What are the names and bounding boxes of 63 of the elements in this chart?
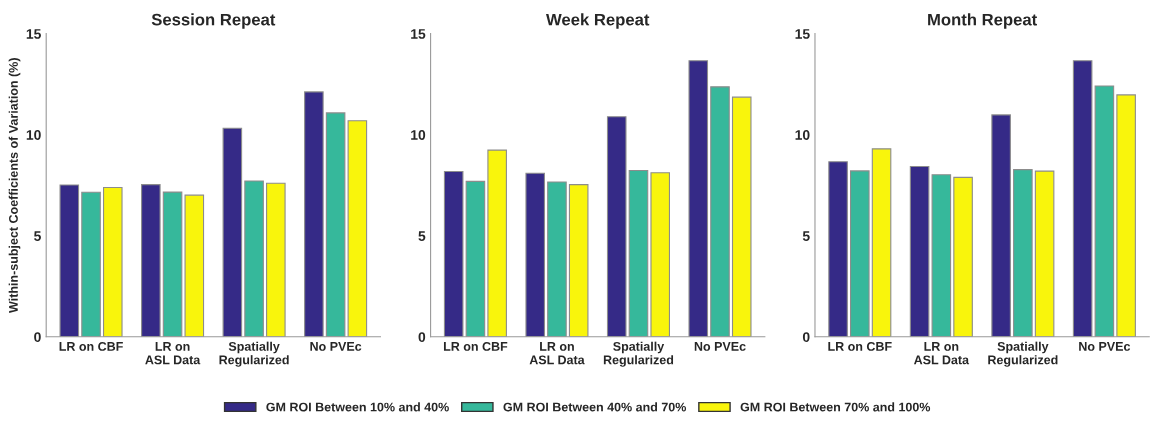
bar	[162, 191, 183, 337]
bar	[304, 91, 324, 337]
bar	[650, 172, 671, 337]
y-tick-label: 5	[418, 231, 426, 241]
chart-title: Week Repeat	[546, 13, 650, 29]
y-tick-label: 5	[802, 231, 810, 241]
bar	[102, 186, 123, 337]
x-tick-label: No PVEc	[1079, 342, 1131, 351]
legend-label: GM ROI Between 10% and 40%	[266, 402, 449, 412]
bar	[465, 180, 486, 337]
bar	[953, 176, 973, 337]
bar	[931, 174, 952, 337]
y-tick-label: 0	[418, 332, 426, 342]
bar	[1013, 169, 1033, 337]
y-tick-label: 10	[26, 130, 41, 140]
x-tick-label: Spatially Regularized	[988, 341, 1058, 367]
y-tick-label: 0	[34, 332, 41, 342]
bar	[222, 127, 243, 337]
y-tick-label: 15	[26, 29, 41, 39]
y-tick-label: 0	[802, 332, 810, 342]
x-tick-label: LR on ASL Data	[145, 342, 201, 365]
bar	[1116, 94, 1136, 337]
bar	[991, 114, 1011, 337]
y-tick-label: 15	[795, 29, 810, 39]
bar	[688, 60, 709, 337]
bar	[850, 170, 870, 337]
legend-label: GM ROI Between 70% and 100%	[740, 402, 931, 412]
bar	[1034, 170, 1055, 337]
bar	[731, 96, 752, 337]
x-tick-label: LR on CBF	[443, 341, 508, 351]
y-tick-label: 10	[411, 130, 426, 140]
bar	[59, 184, 80, 337]
bar	[487, 149, 507, 337]
x-tick-label: Spatially Regularized	[603, 341, 674, 367]
y-tick-label: 5	[34, 231, 41, 241]
bar	[606, 116, 627, 337]
bar	[909, 165, 930, 337]
bar	[628, 169, 649, 337]
x-tick-label: Spatially Regularized	[219, 341, 289, 367]
x-tick-label: LR on ASL Data	[529, 342, 585, 365]
y-tick-label: 10	[795, 130, 810, 140]
bar	[443, 170, 464, 337]
x-tick-label: No PVEc	[310, 342, 362, 351]
y-tick-label: 15	[411, 29, 426, 39]
x-tick-label: LR on CBF	[828, 341, 892, 351]
bar	[81, 191, 101, 337]
bar	[547, 181, 567, 337]
legend-label: GM ROI Between 40% and 70%	[503, 402, 687, 412]
bar	[184, 194, 205, 337]
bar	[568, 184, 589, 337]
bar	[871, 148, 892, 337]
bar	[828, 161, 848, 337]
bar	[244, 180, 264, 337]
x-tick-label: No PVEc	[694, 342, 746, 351]
bar	[525, 172, 546, 337]
chart-title: Month Repeat	[928, 13, 1037, 29]
bar	[266, 182, 286, 337]
bar	[141, 184, 161, 337]
bar	[710, 86, 730, 337]
y-axis-title: Within-subject Coefficients of Variation (%)	[8, 58, 21, 313]
chart-title: Session Repeat	[151, 13, 276, 29]
x-tick-label: LR on ASL Data	[913, 342, 970, 365]
x-tick-label: LR on CBF	[59, 341, 123, 351]
